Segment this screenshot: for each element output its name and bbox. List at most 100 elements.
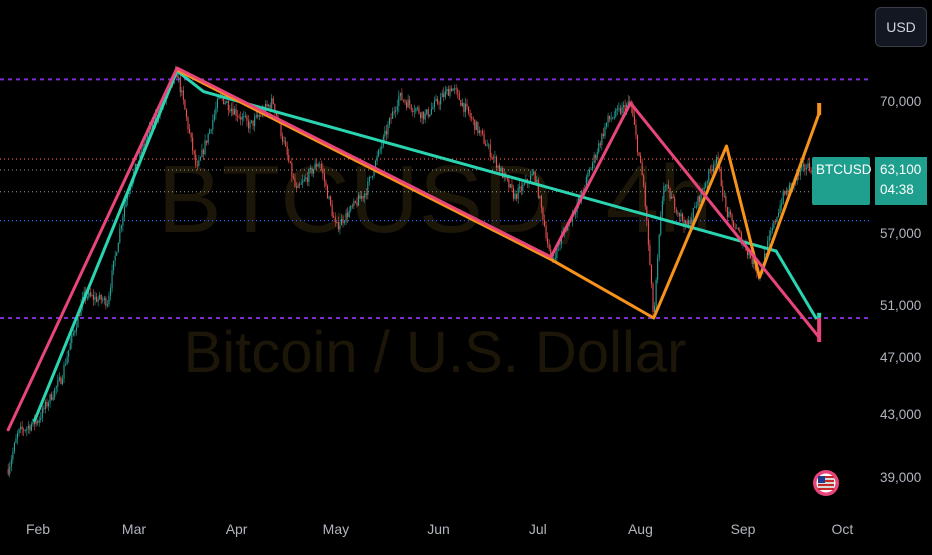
pink-zigzag-line[interactable] [6, 66, 821, 432]
candle-body [282, 136, 284, 142]
candle-body [536, 179, 538, 182]
candle-body [406, 102, 408, 108]
candle-body [488, 144, 490, 146]
candle-body [60, 377, 62, 385]
price-axis-label: 43,000 [880, 407, 921, 422]
candle-body [230, 108, 232, 112]
candle-body [421, 111, 423, 119]
candle-body [790, 183, 792, 185]
candle-body [385, 130, 387, 135]
candle-body [302, 180, 304, 184]
candle-body [54, 388, 56, 398]
candle-body [471, 117, 473, 119]
time-axis-label: Jul [529, 521, 547, 537]
candle-body [18, 428, 20, 434]
candle-body [533, 171, 535, 175]
teal-end-marker [817, 312, 822, 318]
candle-body [147, 133, 149, 140]
candle-body [179, 77, 181, 93]
candle-body [94, 296, 96, 300]
candle-body [616, 108, 618, 110]
candle-body [649, 244, 651, 265]
candle-body [309, 167, 312, 170]
candle-body [396, 106, 398, 111]
candle-body [199, 157, 201, 161]
currency-button[interactable]: USD [875, 7, 927, 47]
candle-body [711, 169, 713, 172]
candle-body [44, 401, 46, 410]
candle-body [652, 283, 654, 312]
candle-body [9, 466, 11, 475]
candle-body [530, 175, 532, 183]
candle-body [272, 98, 274, 104]
orange-zigzag-line[interactable] [175, 68, 821, 320]
candle-body [550, 249, 552, 257]
candle-body [294, 178, 296, 187]
candle-body [424, 113, 426, 120]
candle-body [478, 130, 480, 133]
candle-body [661, 200, 663, 216]
candle-body [450, 88, 453, 91]
candle-body [86, 297, 88, 299]
candle-body [111, 270, 113, 289]
candle-body [292, 176, 294, 179]
candle-body [275, 111, 277, 116]
candle-body [63, 364, 65, 379]
candle-body [695, 206, 697, 207]
time-axis[interactable]: Feb Mar Apr May Jun Jul Aug Sep Oct [26, 521, 853, 537]
candle-body [512, 188, 515, 199]
candle-body [753, 258, 755, 265]
candle-body [654, 306, 656, 312]
candle-body [647, 220, 649, 245]
teal-zigzag-line[interactable] [33, 69, 818, 422]
candle-body [189, 129, 191, 133]
candle-body [618, 108, 620, 110]
candle-body [689, 220, 691, 225]
candle-body [224, 102, 226, 105]
candle-body [269, 104, 271, 109]
candle-body [441, 93, 443, 98]
candle-body [667, 185, 670, 189]
us-flag-icon[interactable] [813, 470, 839, 496]
candle-body [454, 88, 456, 90]
candle-body [407, 99, 409, 108]
candle-body [655, 279, 657, 307]
candle-body [353, 201, 355, 206]
symbol-price-tag: BTCUSD [812, 157, 872, 205]
candle-body [433, 100, 436, 108]
candle-body [438, 103, 440, 105]
candle-body [663, 186, 665, 201]
candle-body [319, 163, 321, 165]
candle-body [607, 115, 609, 123]
candle-body [475, 121, 477, 131]
candle-body [669, 188, 671, 199]
candle-body [153, 119, 155, 124]
candle-body [243, 116, 245, 118]
candle-body [345, 212, 347, 222]
candle-body [423, 111, 425, 120]
candle-body [246, 116, 248, 121]
candle-body [311, 167, 313, 174]
candle-body [700, 189, 702, 202]
candle-body [254, 117, 256, 126]
candle-body [109, 288, 112, 296]
candle-body [91, 295, 93, 296]
candle-body [288, 154, 290, 162]
candle-body [497, 165, 499, 168]
candle-body [624, 105, 626, 113]
candle-body [489, 144, 491, 157]
candle-body [447, 89, 449, 96]
candle-body [807, 163, 809, 169]
candle-body [494, 156, 496, 158]
candle-body [468, 106, 470, 113]
candle-body [765, 253, 767, 256]
candle-body [303, 178, 305, 181]
zigzag-lines [6, 66, 822, 432]
candle-body [41, 408, 43, 418]
candle-body [714, 163, 716, 166]
watermark-name: Bitcoin / U.S. Dollar [184, 320, 687, 385]
price-axis[interactable]: 70,000 57,000 51,000 47,000 43,000 39,000 [880, 94, 921, 485]
candle-body [499, 165, 501, 172]
